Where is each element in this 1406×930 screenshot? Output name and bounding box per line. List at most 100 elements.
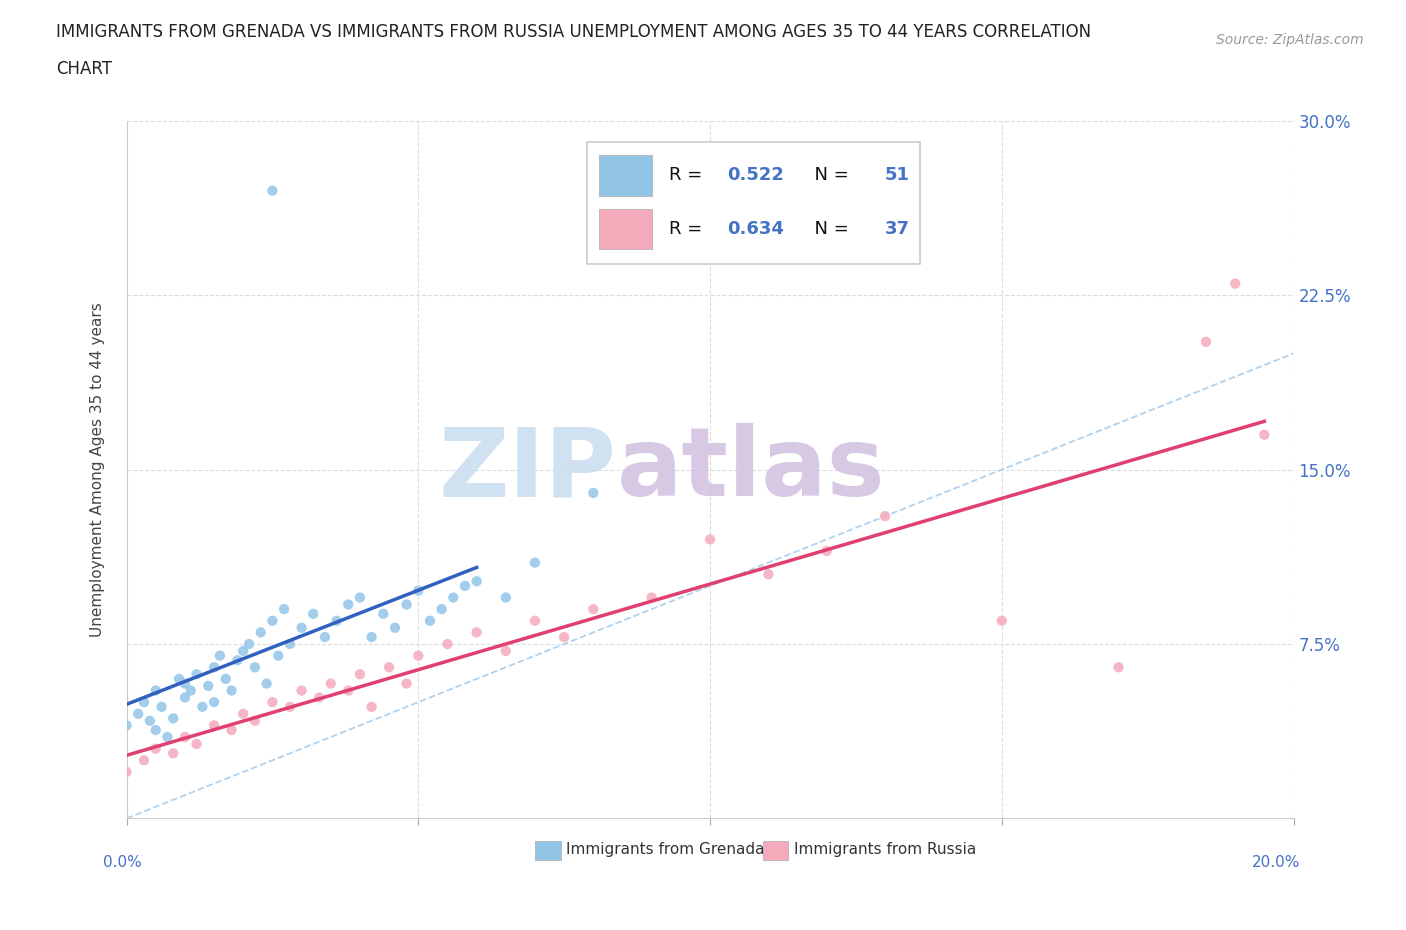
Text: N =: N = [803,220,855,238]
Point [430,602,453,617]
Point [145,683,167,698]
Point [553,630,575,644]
Point [221,723,243,737]
Point [373,606,395,621]
Point [186,667,208,682]
Point [215,671,238,686]
Point [290,683,312,698]
Point [495,644,517,658]
Text: Immigrants from Russia: Immigrants from Russia [794,843,976,857]
FancyBboxPatch shape [534,841,561,860]
Text: 20.0%: 20.0% [1253,855,1301,870]
Point [249,625,271,640]
Point [349,590,371,604]
Point [349,667,371,682]
Point [325,614,347,629]
Point [208,648,231,663]
Point [132,695,155,710]
Point [314,630,336,644]
Point [815,543,838,558]
Point [756,567,779,582]
Point [495,590,517,604]
Point [145,723,167,737]
Point [115,718,138,733]
FancyBboxPatch shape [599,155,651,195]
Text: 0.634: 0.634 [727,220,785,238]
Point [202,695,225,710]
Point [186,737,208,751]
Text: R =: R = [669,166,709,184]
Point [319,676,342,691]
Point [408,648,430,663]
Point [699,532,721,547]
Text: atlas: atlas [617,423,886,516]
Point [395,597,418,612]
Text: 0.0%: 0.0% [103,855,142,870]
Point [419,614,441,629]
Y-axis label: Unemployment Among Ages 35 to 44 years: Unemployment Among Ages 35 to 44 years [90,302,105,637]
Point [278,637,301,652]
Point [115,764,138,779]
Point [524,614,547,629]
Point [384,620,406,635]
Point [156,729,179,744]
Point [132,753,155,768]
Text: R =: R = [669,220,709,238]
Point [1108,660,1130,675]
Point [278,699,301,714]
Point [524,555,547,570]
Point [308,690,330,705]
Point [990,614,1012,629]
Point [302,606,325,621]
Point [162,711,184,725]
Text: 51: 51 [886,166,910,184]
Point [162,746,184,761]
Point [273,602,295,617]
FancyBboxPatch shape [599,209,651,249]
Point [465,574,488,589]
Point [191,699,214,714]
Point [436,637,458,652]
Point [262,695,284,710]
Text: Immigrants from Grenada: Immigrants from Grenada [567,843,765,857]
Point [238,637,260,652]
Point [232,707,254,722]
Point [174,729,197,744]
Text: 0.522: 0.522 [727,166,785,184]
Text: ZIP: ZIP [439,423,617,516]
Point [256,676,278,691]
Point [454,578,477,593]
Point [167,671,190,686]
Point [582,485,605,500]
Point [127,707,149,722]
Point [408,583,430,598]
Point [395,676,418,691]
Point [262,614,284,629]
Point [582,602,605,617]
Point [150,699,173,714]
Point [202,660,225,675]
Point [243,713,266,728]
Text: Source: ZipAtlas.com: Source: ZipAtlas.com [1216,33,1364,46]
Point [1223,276,1246,291]
Point [174,676,197,691]
Point [465,625,488,640]
Point [337,683,360,698]
FancyBboxPatch shape [762,841,789,860]
Point [197,679,219,694]
Point [360,630,382,644]
Text: IMMIGRANTS FROM GRENADA VS IMMIGRANTS FROM RUSSIA UNEMPLOYMENT AMONG AGES 35 TO : IMMIGRANTS FROM GRENADA VS IMMIGRANTS FR… [56,23,1091,41]
Text: CHART: CHART [56,60,112,78]
Point [262,183,284,198]
Point [360,699,382,714]
Point [243,660,266,675]
Point [232,644,254,658]
Point [145,741,167,756]
Point [290,620,312,635]
Point [226,653,249,668]
Point [640,590,664,604]
FancyBboxPatch shape [588,142,920,264]
Point [221,683,243,698]
Point [180,683,202,698]
Point [139,713,162,728]
